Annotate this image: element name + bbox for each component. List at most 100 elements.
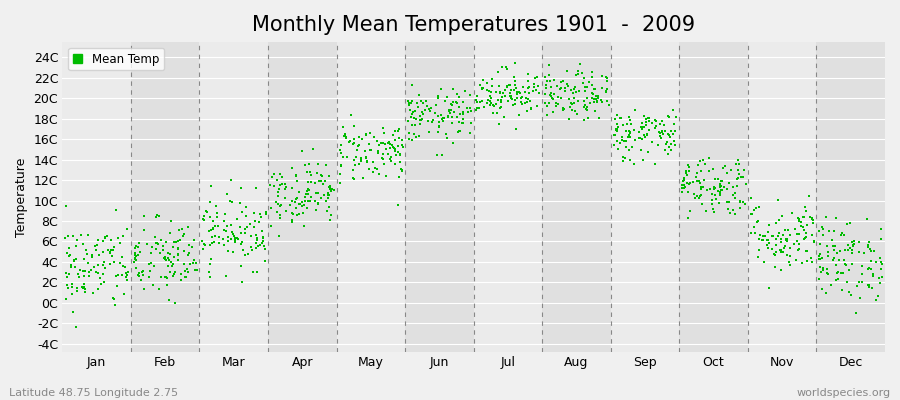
Point <box>301 179 315 186</box>
Point <box>648 123 662 129</box>
Point <box>127 259 141 265</box>
Point <box>681 189 696 195</box>
Point <box>108 302 122 308</box>
Point <box>166 262 180 269</box>
Point <box>789 257 804 263</box>
Point <box>228 236 242 243</box>
Point <box>706 184 721 190</box>
Point <box>561 82 575 89</box>
Point <box>405 110 419 117</box>
Point <box>746 206 760 213</box>
Point <box>724 167 739 173</box>
Point <box>426 118 440 125</box>
Point <box>238 230 252 237</box>
Point <box>70 237 85 244</box>
Point <box>494 98 508 105</box>
Point <box>678 175 692 182</box>
Point <box>74 232 88 238</box>
Point <box>197 240 211 247</box>
Point <box>661 151 675 158</box>
Point <box>78 289 93 296</box>
Point <box>146 282 160 288</box>
Point <box>731 167 745 174</box>
Point <box>707 185 722 192</box>
Point <box>58 270 73 276</box>
Point <box>783 262 797 268</box>
Point <box>333 147 347 153</box>
Point <box>235 209 249 215</box>
Point <box>283 202 297 208</box>
Point <box>635 136 650 143</box>
Point <box>845 260 859 267</box>
Point <box>484 89 499 96</box>
Point <box>761 240 776 246</box>
Point <box>574 70 589 76</box>
Point <box>843 220 858 226</box>
Point <box>183 261 197 268</box>
Point <box>248 245 263 251</box>
Point <box>769 220 783 227</box>
Point <box>520 96 535 103</box>
Point <box>132 272 147 279</box>
Point <box>463 92 477 98</box>
Point <box>868 258 883 265</box>
Point <box>861 265 876 272</box>
Point <box>384 158 399 164</box>
Point <box>580 115 595 121</box>
Point <box>577 103 591 110</box>
Point <box>432 119 446 126</box>
Point <box>212 234 227 240</box>
Point <box>566 89 580 96</box>
Point <box>483 93 498 99</box>
Point <box>504 95 518 102</box>
Point <box>773 238 788 245</box>
Point <box>875 274 889 280</box>
Point <box>666 131 680 137</box>
Point <box>494 104 508 110</box>
Point <box>524 105 538 112</box>
Point <box>727 190 742 196</box>
Point <box>792 218 806 225</box>
Point <box>779 236 794 242</box>
Point <box>171 250 185 257</box>
Point <box>692 194 706 201</box>
Point <box>827 247 842 254</box>
Point <box>841 279 855 285</box>
Point <box>548 103 562 110</box>
Point <box>413 117 428 123</box>
Point <box>807 239 822 246</box>
Point <box>613 140 627 146</box>
Point <box>662 114 676 120</box>
Point <box>787 240 801 247</box>
Point <box>350 146 365 153</box>
Point <box>364 147 378 154</box>
Point <box>422 129 436 135</box>
Point <box>222 198 237 205</box>
Point <box>572 61 587 68</box>
Point <box>270 209 284 216</box>
Point <box>628 136 643 143</box>
Point <box>842 245 857 251</box>
Point <box>696 157 710 164</box>
Point <box>502 90 517 96</box>
Point <box>866 271 880 277</box>
Point <box>556 105 571 111</box>
Point <box>475 84 490 91</box>
Point <box>520 99 535 105</box>
Point <box>836 231 850 238</box>
Point <box>77 281 92 287</box>
Point <box>512 90 526 96</box>
Point <box>358 154 373 160</box>
Point <box>585 74 599 80</box>
Point <box>824 282 838 289</box>
Point <box>470 93 484 100</box>
Point <box>538 73 553 80</box>
Point <box>64 262 78 268</box>
Point <box>635 120 650 126</box>
Point <box>148 240 163 246</box>
Point <box>59 296 74 302</box>
Point <box>69 243 84 250</box>
Point <box>645 138 660 145</box>
Point <box>81 268 95 275</box>
Point <box>344 112 358 118</box>
